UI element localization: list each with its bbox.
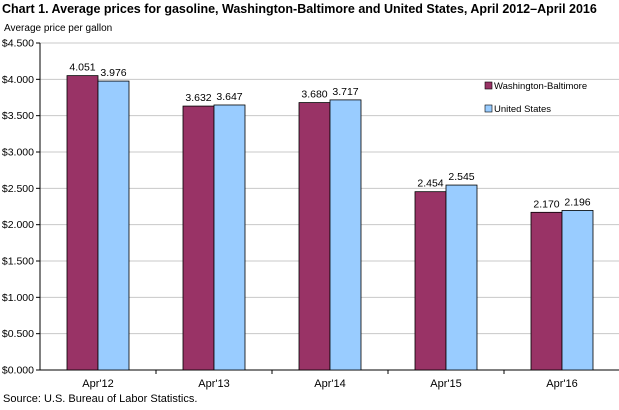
x-tick-label: Apr'12: [82, 378, 113, 390]
x-tick-label: Apr'13: [198, 378, 229, 390]
bar: [213, 104, 246, 371]
bar: [530, 211, 563, 371]
data-label: 3.647: [216, 91, 242, 103]
data-label: 3.632: [185, 92, 211, 104]
y-tick-label: $0.500: [2, 328, 34, 340]
y-tick-label: $3.500: [2, 110, 34, 122]
y-axis-label: Average price per gallon: [4, 23, 112, 34]
data-label: 2.545: [448, 171, 474, 183]
legend-label: United States: [494, 104, 551, 115]
x-tick-label: Apr'16: [546, 378, 577, 390]
data-label: 4.051: [69, 62, 95, 74]
source-note: Source: U.S. Bureau of Labor Statistics.: [3, 393, 198, 405]
legend-swatch: [484, 81, 493, 90]
chart-title: Chart 1. Average prices for gasoline, Wa…: [2, 2, 597, 16]
bar: [182, 105, 215, 371]
y-tick-label: $2.000: [2, 219, 34, 231]
bar: [561, 210, 594, 371]
y-tick-label: $0.000: [2, 365, 34, 377]
data-label: 2.196: [564, 196, 590, 208]
y-tick-label: $4.500: [2, 38, 34, 50]
y-tick-label: $2.500: [2, 183, 34, 195]
y-tick-label: $3.000: [2, 147, 34, 159]
bar: [445, 184, 478, 371]
bar: [66, 75, 99, 371]
data-label: 3.976: [100, 67, 126, 79]
bar: [97, 80, 130, 371]
y-tick-label: $4.000: [2, 74, 34, 86]
x-tick-label: Apr'15: [430, 378, 461, 390]
bar: [329, 99, 362, 371]
x-tick-label: Apr'14: [314, 378, 345, 390]
data-label: 2.454: [417, 178, 443, 190]
bar: [298, 102, 331, 371]
y-tick-label: $1.000: [2, 292, 34, 304]
data-label: 3.680: [301, 89, 327, 101]
data-label: 3.717: [332, 86, 358, 98]
legend-label: Washington-Baltimore: [494, 81, 587, 92]
y-tick-label: $1.500: [2, 256, 34, 268]
bar: [414, 191, 447, 371]
data-label: 2.170: [533, 198, 559, 210]
legend-swatch: [484, 104, 493, 113]
